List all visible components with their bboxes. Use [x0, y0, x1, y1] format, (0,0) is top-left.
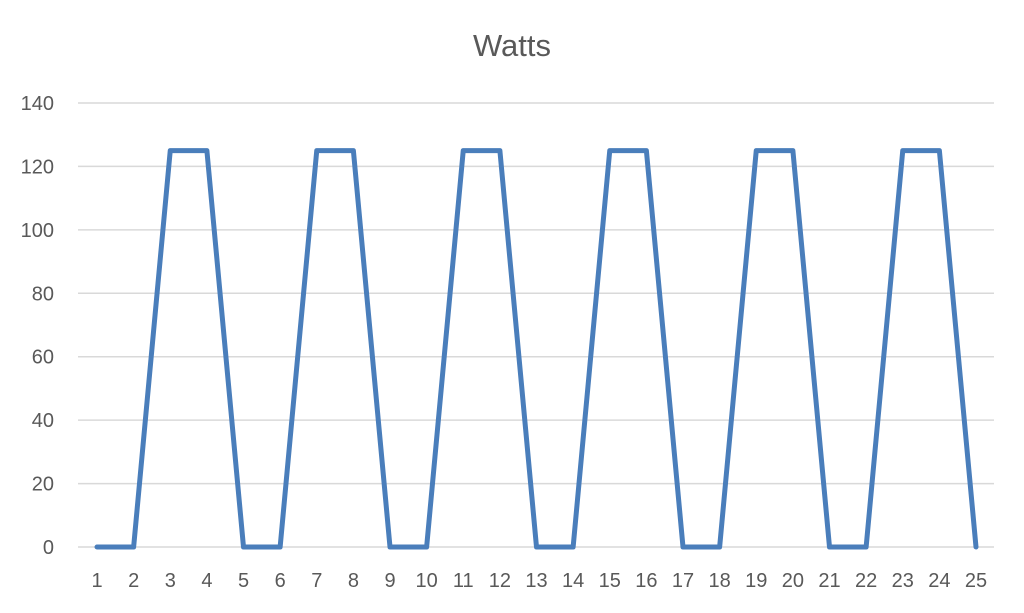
x-tick-label: 1	[91, 570, 102, 592]
x-tick-label: 3	[165, 570, 176, 592]
x-tick-label: 23	[892, 570, 914, 592]
x-tick-label: 17	[672, 570, 694, 592]
chart-title: Watts	[473, 28, 551, 63]
y-tick-label: 120	[21, 156, 54, 178]
x-tick-label: 8	[348, 570, 359, 592]
y-tick-label: 140	[21, 93, 54, 115]
gridlines	[78, 102, 994, 548]
x-tick-label: 22	[855, 570, 877, 592]
x-tick-label: 9	[384, 570, 395, 592]
y-tick-label: 20	[32, 474, 54, 496]
x-tick-label: 4	[201, 570, 212, 592]
y-axis-tick-labels: 0 20 40 60 80 100 120 140	[21, 93, 54, 559]
x-tick-label: 2	[128, 570, 139, 592]
x-tick-label: 5	[238, 570, 249, 592]
x-tick-label: 11	[453, 570, 474, 592]
x-axis-tick-labels: 1 2 3 4 5 6 7 8 9 10 11 12 13 14 15 16 17 18 19 20 21 22 23 24 2…	[91, 570, 987, 592]
x-tick-label: 13	[525, 570, 547, 592]
x-tick-label: 12	[489, 570, 511, 592]
x-tick-label: 15	[599, 570, 621, 592]
x-tick-label: 7	[311, 570, 322, 592]
x-tick-label: 10	[416, 570, 438, 592]
x-tick-label: 24	[928, 570, 950, 592]
x-tick-label: 21	[818, 570, 840, 592]
y-tick-label: 100	[21, 220, 54, 242]
series-group	[94, 148, 979, 550]
y-tick-label: 0	[43, 537, 54, 559]
x-tick-label: 19	[745, 570, 767, 592]
x-tick-label: 6	[275, 570, 286, 592]
y-tick-label: 80	[32, 283, 54, 305]
y-tick-label: 40	[32, 410, 54, 432]
x-tick-label: 16	[635, 570, 657, 592]
y-tick-label: 60	[32, 347, 54, 369]
x-tick-label: 20	[782, 570, 804, 592]
x-tick-label: 14	[562, 570, 584, 592]
x-tick-label: 18	[709, 570, 731, 592]
x-tick-label: 25	[965, 570, 987, 592]
series-line-0	[94, 148, 979, 550]
